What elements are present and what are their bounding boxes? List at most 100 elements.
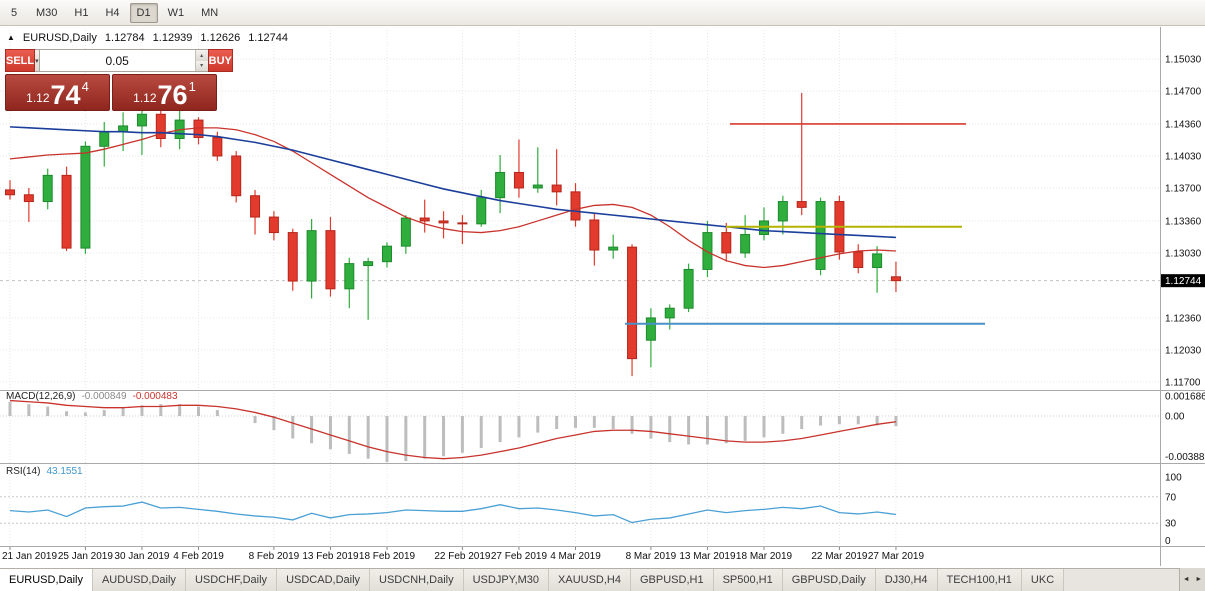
tab-dj30-h4[interactable]: DJ30,H4 xyxy=(875,569,938,591)
bear-candle-body xyxy=(796,201,807,208)
tab-usdjpy-m30[interactable]: USDJPY,M30 xyxy=(463,569,550,591)
bid-prefix: 1.12 xyxy=(26,91,50,105)
bull-candle-body xyxy=(532,184,543,189)
tab-usdcnh-daily[interactable]: USDCNH,Daily xyxy=(370,569,464,591)
bear-candle-body xyxy=(61,174,72,249)
price-axis[interactable]: 1.15030 1.14700 1.14360 1.14030 1.13700 1.133… xyxy=(1165,55,1202,389)
time-axis-label: 13 Feb 2019 xyxy=(302,551,359,562)
ohlc-low: 1.12626 xyxy=(200,32,241,44)
ohlc-close: 1.12744 xyxy=(248,32,288,44)
ask-price-display[interactable]: 1.12 76 1 xyxy=(112,74,217,111)
bull-candle-body xyxy=(645,317,656,341)
bear-candle-body xyxy=(551,184,562,193)
bull-candle-body xyxy=(136,113,147,127)
tab-xauusd-h4[interactable]: XAUUSD,H4 xyxy=(549,569,631,591)
rsi-name: RSI(14) xyxy=(6,466,41,477)
bull-candle-body xyxy=(702,232,713,270)
bull-candle-body xyxy=(872,253,883,268)
bear-candle-body xyxy=(250,195,261,218)
bull-candle-body xyxy=(118,125,129,133)
bull-candle-body xyxy=(476,197,487,225)
macd-value: -0.000849 xyxy=(81,391,127,402)
grid-layer xyxy=(0,30,1160,546)
tab-eurusd-daily[interactable]: EURUSD,Daily xyxy=(0,569,93,591)
bear-candle-body xyxy=(890,276,901,282)
bear-candle-body xyxy=(570,191,581,221)
volume-stepper: ▴ ▾ xyxy=(194,50,208,71)
tab-scroll-left-icon[interactable]: ◄ xyxy=(1182,576,1190,583)
ask-big-digits: 76 xyxy=(157,80,188,111)
bear-candle-body xyxy=(419,217,430,222)
time-axis-label: 8 Mar 2019 xyxy=(626,551,677,562)
time-axis-label: 30 Jan 2019 xyxy=(114,551,169,562)
timeframe-toolbar: 5 M30 H1 H4 D1 W1 MN xyxy=(0,0,1205,26)
price-axis-label: 1.11700 xyxy=(1165,377,1201,388)
buy-button[interactable]: BUY xyxy=(207,49,233,72)
rsi-value: 43.1551 xyxy=(46,466,83,477)
bear-candle-body xyxy=(853,251,864,268)
timeframe-button-m30[interactable]: M30 xyxy=(36,6,58,19)
time-axis-label: 22 Mar 2019 xyxy=(811,551,868,562)
volume-up-icon[interactable]: ▴ xyxy=(195,50,208,61)
bull-candle-body xyxy=(99,131,110,147)
bid-price-display[interactable]: 1.12 74 4 xyxy=(5,74,110,111)
rsi-pane: 100 70 30 0 xyxy=(0,473,1182,547)
tab-ukc[interactable]: UKC xyxy=(1021,569,1065,591)
bull-candle-body xyxy=(740,234,751,254)
macd-axis-label: -0.00388 xyxy=(1165,452,1205,463)
rsi-axis-label: 0 xyxy=(1165,536,1171,547)
bull-candle-body xyxy=(80,145,91,249)
volume-down-icon[interactable]: ▾ xyxy=(195,60,208,71)
bull-candle-body xyxy=(400,217,411,247)
tab-audusd-daily[interactable]: AUDUSD,Daily xyxy=(92,569,186,591)
bear-candle-body xyxy=(268,216,279,234)
tab-gbpusd-h1[interactable]: GBPUSD,H1 xyxy=(631,569,714,591)
macd-indicator-label: MACD(12,26,9) -0.000849 -0.000483 xyxy=(6,391,178,402)
price-axis-label: 1.14030 xyxy=(1165,151,1202,162)
tab-scroll-buttons: ◄ ► xyxy=(1179,568,1205,591)
price-axis-label: 1.13360 xyxy=(1165,216,1202,227)
macd-axis-label: 0.001686 xyxy=(1165,392,1205,403)
macd-signal-value: -0.000483 xyxy=(132,391,178,402)
time-axis[interactable]: 21 Jan 2019 25 Jan 2019 30 Jan 2019 4 Feb 2… xyxy=(2,547,924,562)
volume-dropdown-icon[interactable]: ▾ xyxy=(35,49,40,72)
timeframe-button-h4[interactable]: H4 xyxy=(105,6,120,19)
tab-usdcad-daily[interactable]: USDCAD,Daily xyxy=(277,569,371,591)
bear-candle-body xyxy=(325,230,336,290)
tab-sp500-h1[interactable]: SP500,H1 xyxy=(713,569,783,591)
time-axis-label: 8 Feb 2019 xyxy=(249,551,300,562)
price-axis-label: 1.12030 xyxy=(1165,345,1202,356)
sell-button[interactable]: SELL xyxy=(5,49,36,72)
macd-pane: 0.001686 0.00 -0.00388 xyxy=(0,392,1205,463)
tab-scroll-right-icon[interactable]: ► xyxy=(1195,576,1203,583)
one-click-trade-panel: SELL ▾ ▴ ▾ BUY 1.12 74 4 1.12 76 1 xyxy=(5,49,233,111)
tab-gbpusd-daily[interactable]: GBPUSD,Daily xyxy=(782,569,876,591)
ohlc-high: 1.12939 xyxy=(152,32,193,44)
timeframe-button-h1[interactable]: H1 xyxy=(74,6,89,19)
time-axis-label: 25 Jan 2019 xyxy=(58,551,113,562)
timeframe-button-mn[interactable]: MN xyxy=(201,6,219,19)
tab-usdchf-daily[interactable]: USDCHF,Daily xyxy=(185,569,278,591)
rsi-indicator-label: RSI(14) 43.1551 xyxy=(6,466,83,477)
bear-candle-body xyxy=(438,220,449,224)
time-axis-label: 27 Mar 2019 xyxy=(868,551,925,562)
timeframe-button-d1[interactable]: D1 xyxy=(129,2,158,23)
bid-pip-digit: 4 xyxy=(81,79,89,94)
time-axis-label: 27 Feb 2019 xyxy=(491,551,548,562)
price-axis-label: 1.14700 xyxy=(1165,87,1202,98)
bull-candle-body xyxy=(777,201,788,222)
chart-tab-bar: EURUSD,Daily AUDUSD,Daily USDCHF,Daily USDC… xyxy=(0,568,1205,591)
tab-tech100-h1[interactable]: TECH100,H1 xyxy=(937,569,1022,591)
collapse-trade-panel-icon[interactable]: ▲ xyxy=(7,33,15,42)
volume-input[interactable] xyxy=(39,50,195,71)
bull-candle-body xyxy=(42,174,53,203)
timeframe-button-w1[interactable]: W1 xyxy=(167,6,185,19)
timeframe-button-5[interactable]: 5 xyxy=(10,6,18,19)
candles-layer xyxy=(5,92,901,377)
macd-axis-label: 0.00 xyxy=(1165,412,1185,423)
volume-box: ▴ ▾ xyxy=(39,49,208,72)
bear-candle-body xyxy=(23,194,34,203)
bull-candle-body xyxy=(683,268,694,309)
